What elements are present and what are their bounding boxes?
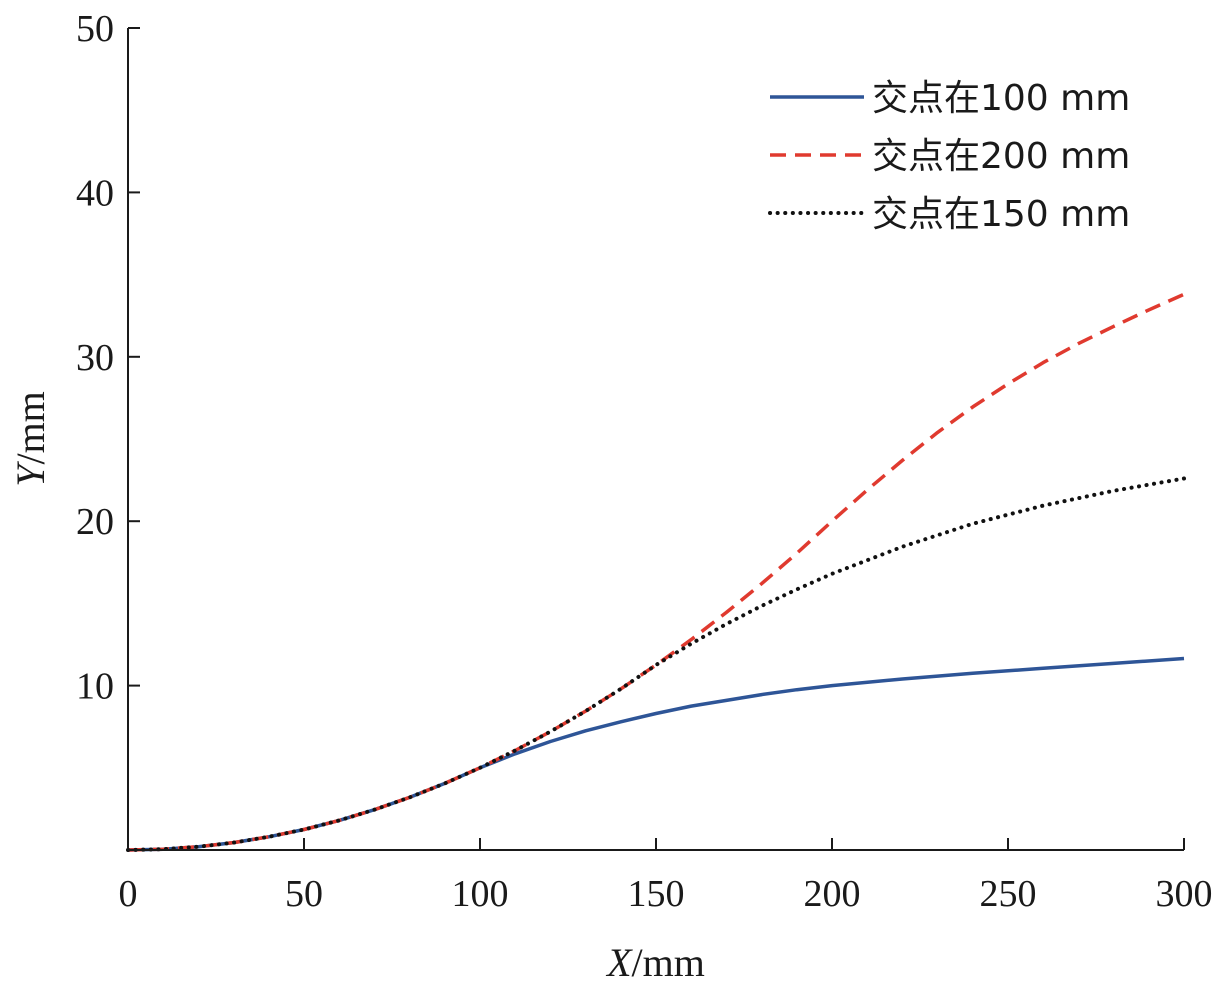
x-tick-label-150: 150 bbox=[628, 873, 685, 915]
legend: 交点在100 mm 交点在200 mm 交点在150 mm bbox=[768, 78, 1130, 235]
x-tick-label-0: 0 bbox=[119, 873, 138, 915]
x-tick-label-100: 100 bbox=[452, 873, 509, 915]
x-tick-label-50: 50 bbox=[285, 873, 323, 915]
y-tick-label-40: 40 bbox=[76, 172, 114, 214]
y-axis-ticks: 10 20 30 40 50 bbox=[76, 8, 140, 708]
y-axis-unit: /mm bbox=[8, 391, 53, 464]
legend-label-series-1: 交点在200 mm bbox=[872, 136, 1130, 177]
y-axis-title: Y/mm bbox=[8, 391, 53, 487]
y-tick-label-20: 20 bbox=[76, 501, 114, 543]
y-tick-label-10: 10 bbox=[76, 666, 114, 708]
series-line-1 bbox=[127, 292, 1185, 852]
y-axis-variable: Y bbox=[8, 461, 53, 487]
legend-label-series-0: 交点在100 mm bbox=[872, 78, 1130, 119]
y-tick-label-30: 30 bbox=[76, 337, 114, 379]
series-layer bbox=[126, 292, 1186, 852]
x-axis-variable: X bbox=[605, 940, 633, 985]
x-axis-unit: /mm bbox=[632, 940, 705, 985]
x-axis-title: X/mm bbox=[605, 940, 705, 985]
series-line-0 bbox=[127, 656, 1185, 852]
plot-area: 0 50 100 150 200 250 300 10 20 30 40 50 bbox=[76, 8, 1213, 915]
x-tick-label-200: 200 bbox=[804, 873, 861, 915]
legend-label-series-2: 交点在150 mm bbox=[872, 194, 1130, 235]
series-line-2 bbox=[126, 476, 1186, 852]
y-tick-label-50: 50 bbox=[76, 8, 114, 50]
x-axis-ticks: 0 50 100 150 200 250 300 bbox=[119, 838, 1213, 915]
x-tick-label-250: 250 bbox=[980, 873, 1037, 915]
x-tick-label-300: 300 bbox=[1156, 873, 1213, 915]
